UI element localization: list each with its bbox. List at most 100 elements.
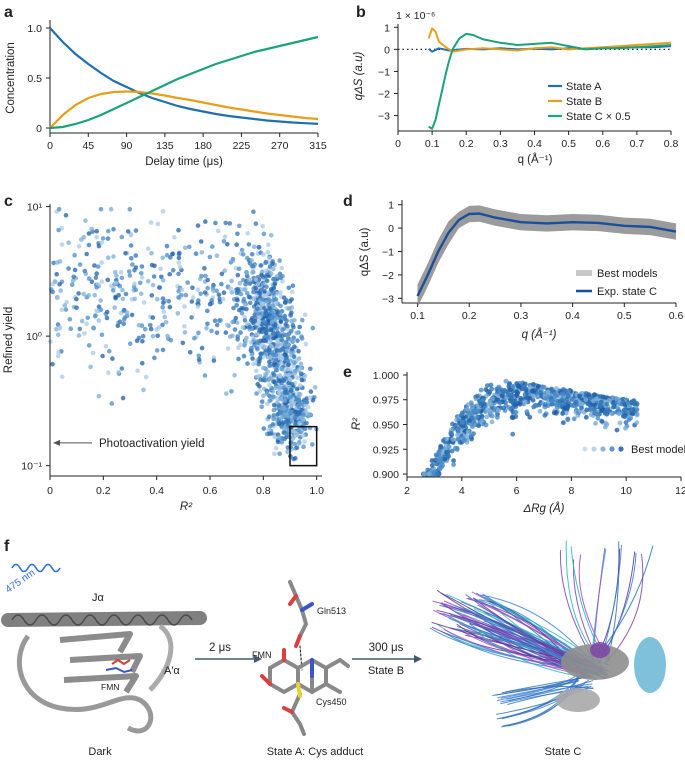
caption-dark: Dark <box>88 746 112 758</box>
chart-c-point <box>227 221 233 226</box>
chart-e-point <box>634 412 640 418</box>
chart-c-point <box>276 435 282 440</box>
chart-d-ytick-label: 1 <box>388 200 394 212</box>
chart-c-point <box>98 206 104 212</box>
chart-c-point <box>98 298 103 303</box>
chart-c-point <box>54 260 60 265</box>
chart-c-point <box>86 343 92 348</box>
chart-c-point <box>255 340 260 345</box>
chart-c-xtick-label: 1.0 <box>309 485 324 497</box>
chart-c-point <box>100 236 106 241</box>
chart-c-point <box>293 456 298 461</box>
chart-e-point <box>483 387 489 392</box>
chart-c-point <box>199 345 205 351</box>
chart-c-point <box>198 239 204 244</box>
chart-c-point <box>235 297 240 303</box>
chart-c-point <box>111 227 116 232</box>
chart-c-point <box>277 385 283 391</box>
chart-b-ytick-label: −2 <box>378 88 390 100</box>
chart-c-point <box>271 407 277 413</box>
chart-c-point <box>211 358 217 363</box>
chart-c-point <box>77 326 83 332</box>
chart-e-point <box>579 405 584 411</box>
chart-c-point <box>116 369 121 375</box>
chart-c-point <box>268 287 274 292</box>
chart-c-point <box>302 439 307 444</box>
chart-c-point <box>183 292 189 298</box>
chart-c-point <box>67 317 73 322</box>
chart-e-legend-label: Best models <box>631 444 685 456</box>
dark-fmn-label: FMN <box>101 682 119 692</box>
chart-c-point <box>182 304 187 309</box>
chart-c-point <box>284 348 290 354</box>
chart-d-ytick-label: −2 <box>382 270 394 282</box>
chart-c-point <box>211 288 216 294</box>
chart-c-point <box>59 374 65 380</box>
chart-c-point <box>66 266 71 271</box>
chart-c-point <box>294 445 300 450</box>
chart-c-point <box>291 335 297 341</box>
chart-c-point <box>277 451 282 457</box>
chart-c-point <box>257 355 263 360</box>
chart-e-point <box>542 412 548 418</box>
chart-c-point <box>231 305 236 311</box>
chart-c-point <box>290 429 296 434</box>
chart-e-point <box>606 398 612 403</box>
light-wave-icon <box>11 563 61 573</box>
chart-c-point <box>239 247 245 253</box>
chart-c-point <box>59 307 65 313</box>
chart-c-point <box>256 245 262 250</box>
chart-c-point <box>261 252 266 257</box>
chart-c-point <box>104 309 110 315</box>
chart-e-ytick-label: 0.975 <box>373 395 399 407</box>
chart-e-point <box>479 419 484 424</box>
chart-c-point <box>111 254 116 259</box>
chart-e-point <box>522 392 528 397</box>
chart-e-legend-marker <box>600 446 606 452</box>
chart-e-point <box>478 387 484 393</box>
chart-e-point <box>425 467 431 473</box>
chart-c-point <box>247 300 253 306</box>
chart-c-point <box>100 353 105 359</box>
chart-d-xtick-label: 0.3 <box>514 310 529 322</box>
chart-e-point <box>509 392 515 398</box>
chart-c-point <box>56 350 61 355</box>
chart-c-point <box>291 325 296 330</box>
chart-c-point <box>250 317 256 323</box>
chart-c-point <box>266 414 272 420</box>
chart-c-point <box>264 299 269 304</box>
chart-c-point <box>160 322 165 328</box>
chart-e-point <box>488 382 494 388</box>
chart-c-point <box>168 255 173 260</box>
chart-c-ylabel: Refined yield <box>3 307 15 373</box>
chart-e-point <box>595 415 601 421</box>
chart-e-points <box>421 378 640 477</box>
chart-c-point <box>160 304 165 310</box>
chart-c-point <box>280 420 286 425</box>
chart-c-point <box>96 243 102 249</box>
chart-c-point <box>196 357 202 362</box>
chart-c-point <box>150 333 156 339</box>
chart-c-point <box>275 439 281 445</box>
chart-e-point <box>544 395 549 401</box>
chart-c-point <box>149 262 155 268</box>
chart-e-point <box>573 399 579 405</box>
chart-c-point <box>160 296 166 301</box>
chart-c-point <box>278 406 284 412</box>
chart-c-point <box>207 254 213 260</box>
chart-a-xtick-label: 225 <box>233 140 251 152</box>
chart-c-point <box>203 219 208 224</box>
chart-c-point <box>207 301 213 307</box>
chart-c-point <box>63 213 69 218</box>
chart-c-point <box>268 232 274 238</box>
chart-c-point <box>221 290 227 296</box>
chart-c-point <box>308 412 313 417</box>
chart-e-point <box>448 430 454 436</box>
chart-c-point <box>228 286 233 291</box>
chart-c-point <box>141 300 147 305</box>
chart-c-point <box>187 350 193 355</box>
chart-e-point <box>455 432 460 438</box>
chart-c-point <box>140 360 145 366</box>
chart-c: Refined yield R² 0 0.2 0.4 0.6 0.8 1.0 10⁻¹ 10⁰… <box>3 202 324 513</box>
chart-c-point <box>296 348 301 354</box>
